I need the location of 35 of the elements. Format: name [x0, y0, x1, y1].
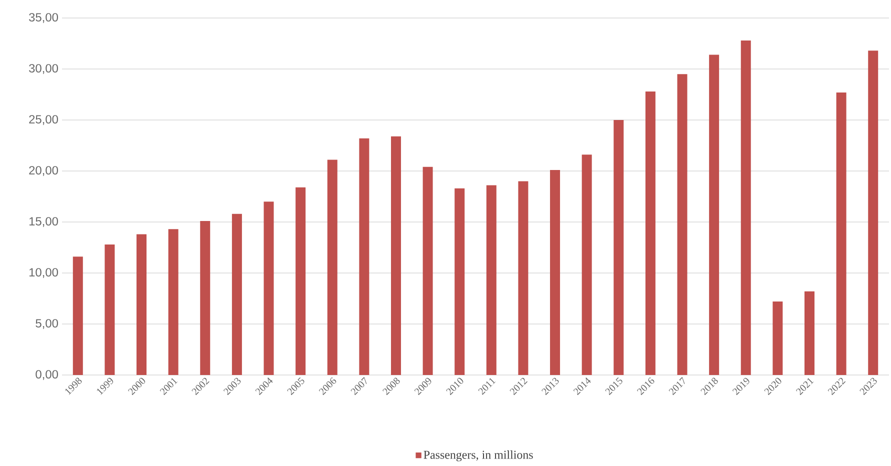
bar	[200, 220, 210, 375]
bar	[136, 234, 147, 375]
bar	[390, 136, 401, 375]
bar	[645, 91, 656, 375]
y-tick-label: 25,00	[29, 115, 58, 125]
bar	[104, 244, 115, 375]
y-tick-label: 35,00	[29, 13, 58, 23]
bar	[709, 54, 720, 375]
bar	[836, 92, 846, 375]
bar	[296, 187, 306, 375]
bar	[614, 120, 624, 375]
legend-label: Passengers, in millions	[424, 450, 533, 462]
y-tick-label: 20,00	[29, 166, 58, 176]
bar	[359, 138, 370, 375]
bar	[168, 229, 178, 375]
y-tick-label: 10,00	[29, 268, 58, 278]
bar	[486, 185, 496, 375]
bar	[232, 214, 242, 375]
y-tick-label: 5,00	[36, 319, 58, 329]
y-tick-label: 0,00	[36, 370, 58, 380]
bar	[550, 170, 560, 375]
bar	[804, 291, 814, 375]
bar	[327, 160, 338, 375]
bar	[518, 181, 528, 375]
bar	[264, 202, 274, 375]
bar	[72, 256, 83, 375]
bar	[868, 50, 878, 375]
y-tick-label: 30,00	[29, 64, 58, 74]
bar	[772, 302, 783, 375]
y-tick-label: 15,00	[29, 217, 58, 227]
bar	[582, 154, 592, 375]
bar	[740, 40, 751, 375]
bar	[422, 166, 433, 375]
bar	[454, 188, 465, 375]
bar	[677, 74, 688, 375]
